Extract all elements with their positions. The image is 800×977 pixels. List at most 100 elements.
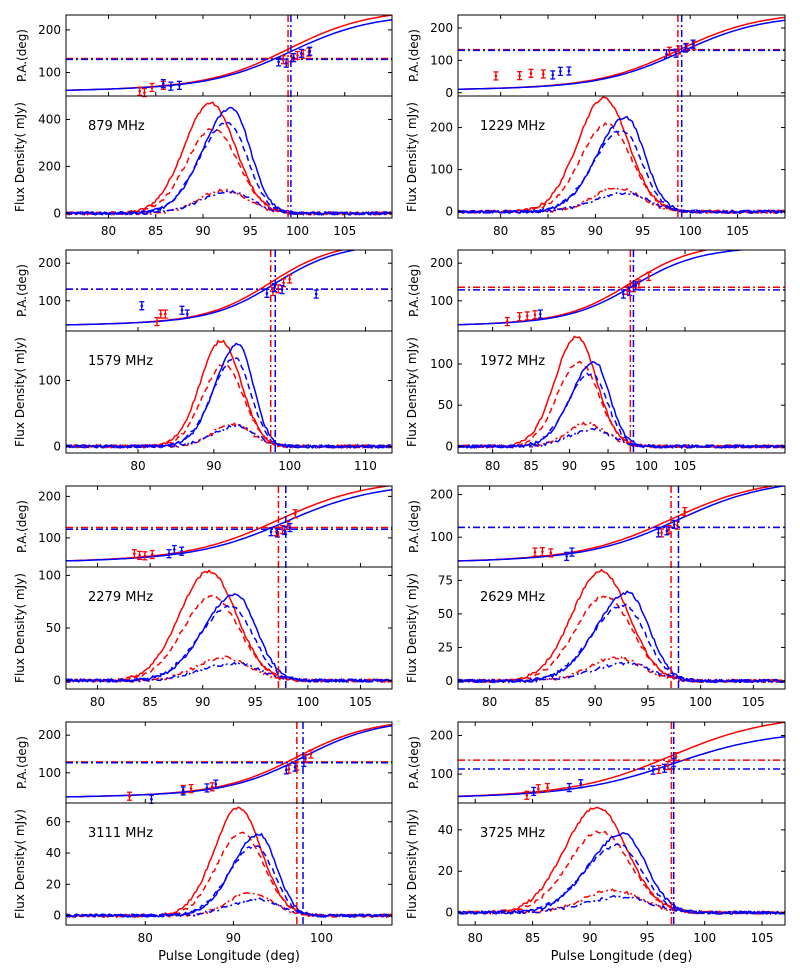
data-marker xyxy=(676,523,679,527)
red-pa-point xyxy=(504,316,510,327)
blue-pa-model-curve xyxy=(458,19,785,91)
flux-y-tick-label: 50 xyxy=(438,398,453,412)
red-pa-point xyxy=(137,86,143,96)
pa-y-tick-label: 200 xyxy=(38,489,61,503)
data-marker xyxy=(525,793,529,797)
blue-linear-polarization xyxy=(458,843,785,916)
x-tick-label: 80 xyxy=(482,695,497,709)
data-marker xyxy=(494,74,498,78)
blue-pa-point xyxy=(655,528,661,538)
red-pa-point xyxy=(126,791,132,801)
red-pa-model-curve xyxy=(458,722,785,797)
frequency-label: 2279 MHz xyxy=(88,590,153,605)
red-pa-point xyxy=(517,312,523,322)
data-marker xyxy=(214,782,218,786)
data-marker xyxy=(665,52,668,56)
blue-circular-polarization xyxy=(66,897,392,919)
x-tick-label: 100 xyxy=(679,224,702,238)
red-pa-point xyxy=(149,549,155,560)
blue-pa-point xyxy=(283,58,289,68)
blue-pa-point xyxy=(276,57,282,67)
data-marker xyxy=(505,320,509,323)
pa-y-axis-label: P.A.(deg) xyxy=(15,29,29,82)
data-marker xyxy=(314,292,318,296)
data-marker xyxy=(567,69,571,73)
blue-pa-point xyxy=(171,544,177,555)
data-marker xyxy=(150,553,154,556)
frequency-label: 1229 MHz xyxy=(480,119,545,134)
data-marker xyxy=(178,84,181,87)
red-pa-point xyxy=(280,55,286,65)
flux-y-axis-label: Flux Density( mJy) xyxy=(405,337,419,447)
flux-y-axis-label: Flux Density( mJy) xyxy=(13,337,27,447)
x-tick-label: 85 xyxy=(525,931,540,945)
x-tick-label: 90 xyxy=(195,224,210,238)
red-linear-polarization xyxy=(458,594,785,684)
flux-y-axis-label: Flux Density( mJy) xyxy=(405,809,419,919)
frequency-label: 879 MHz xyxy=(88,119,145,134)
blue-pa-point xyxy=(307,46,313,56)
x-axis-label: Pulse Longitude (deg) xyxy=(551,949,693,964)
pa-panel-frame xyxy=(457,721,786,804)
blue-total-intensity xyxy=(66,342,392,450)
data-marker xyxy=(529,72,533,75)
pa-y-axis-label: P.A.(deg) xyxy=(15,264,29,317)
blue-pa-point xyxy=(291,52,297,63)
blue-linear-polarization xyxy=(66,845,392,919)
plot-area xyxy=(66,15,392,218)
data-marker xyxy=(579,782,583,786)
data-marker xyxy=(657,768,661,771)
blue-pa-point xyxy=(550,70,556,80)
blue-pa-point xyxy=(271,283,277,293)
flux-y-tick-label: 0 xyxy=(53,439,61,453)
data-marker xyxy=(180,308,184,312)
frequency-label: 3725 MHz xyxy=(480,826,545,841)
blue-pa-model-curve xyxy=(458,250,750,326)
pa-y-tick-label: 100 xyxy=(430,294,453,308)
flux-y-tick-label: 20 xyxy=(438,864,453,878)
data-marker xyxy=(570,550,574,554)
blue-total-intensity xyxy=(458,361,785,449)
red-pa-point xyxy=(141,87,147,98)
red-total-intensity xyxy=(458,568,785,684)
red-circular-polarization xyxy=(458,655,785,684)
blue-pa-model-curve xyxy=(458,486,785,562)
blue-pa-point xyxy=(283,765,289,775)
flux-y-tick-label: 40 xyxy=(46,846,61,860)
blue-pa-point xyxy=(664,49,670,59)
flux-y-axis-label: Flux Density( mJy) xyxy=(13,102,27,212)
data-marker xyxy=(542,72,545,76)
flux-y-tick-label: 0 xyxy=(53,909,61,923)
blue-pa-point xyxy=(268,527,274,537)
data-marker xyxy=(293,512,297,516)
blue-circular-polarization xyxy=(458,190,785,215)
data-marker xyxy=(666,764,670,767)
flux-y-tick-label: 20 xyxy=(46,877,61,891)
blue-total-intensity xyxy=(458,831,785,916)
blue-pa-point xyxy=(566,66,572,76)
frequency-label: 1579 MHz xyxy=(88,354,153,369)
red-pa-point xyxy=(142,551,148,561)
red-pa-point xyxy=(295,50,301,61)
x-tick-label: 90 xyxy=(587,695,602,709)
x-tick-label: 100 xyxy=(296,695,319,709)
x-tick-label: 105 xyxy=(333,224,356,238)
blue-pa-point xyxy=(287,522,293,533)
x-tick-label: 105 xyxy=(742,695,765,709)
flux-y-tick-label: 100 xyxy=(38,373,61,387)
red-pa-point xyxy=(162,309,168,319)
red-pa-point xyxy=(636,279,642,289)
data-marker xyxy=(273,286,276,289)
frequency-label: 2629 MHz xyxy=(480,590,545,605)
blue-pa-point xyxy=(578,779,584,789)
data-marker xyxy=(292,56,296,59)
x-tick-label: 90 xyxy=(226,931,241,945)
x-tick-label: 95 xyxy=(600,459,615,473)
data-marker xyxy=(288,526,292,529)
x-tick-label: 85 xyxy=(142,695,157,709)
data-marker xyxy=(541,550,544,553)
data-marker xyxy=(683,510,687,513)
red-pa-point xyxy=(539,547,545,557)
pa-y-tick-label: 100 xyxy=(38,66,61,80)
data-marker xyxy=(280,288,284,291)
